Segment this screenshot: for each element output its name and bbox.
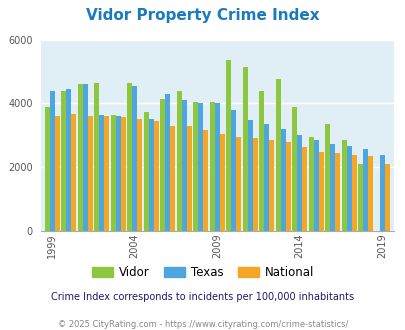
- Bar: [153, 121, 158, 231]
- Bar: [132, 86, 137, 231]
- Bar: [176, 91, 181, 231]
- Bar: [170, 126, 175, 231]
- Bar: [367, 156, 372, 231]
- Legend: Vidor, Texas, National: Vidor, Texas, National: [87, 262, 318, 284]
- Bar: [55, 115, 60, 231]
- Text: Vidor Property Crime Index: Vidor Property Crime Index: [86, 8, 319, 23]
- Bar: [351, 155, 356, 231]
- Bar: [104, 116, 109, 231]
- Bar: [193, 102, 198, 231]
- Bar: [198, 103, 202, 231]
- Bar: [269, 140, 273, 231]
- Bar: [362, 149, 367, 231]
- Bar: [49, 91, 55, 231]
- Bar: [264, 124, 269, 231]
- Bar: [111, 115, 115, 231]
- Bar: [127, 83, 132, 231]
- Bar: [160, 99, 165, 231]
- Text: © 2025 CityRating.com - https://www.cityrating.com/crime-statistics/: © 2025 CityRating.com - https://www.city…: [58, 320, 347, 329]
- Bar: [137, 119, 142, 231]
- Bar: [341, 140, 346, 231]
- Bar: [115, 116, 120, 231]
- Bar: [209, 102, 214, 231]
- Bar: [61, 91, 66, 231]
- Bar: [87, 115, 92, 231]
- Bar: [296, 135, 301, 231]
- Bar: [165, 94, 170, 231]
- Bar: [308, 137, 313, 231]
- Bar: [285, 142, 290, 231]
- Bar: [252, 139, 257, 231]
- Bar: [318, 152, 323, 231]
- Bar: [379, 155, 384, 231]
- Bar: [259, 91, 264, 231]
- Bar: [94, 83, 99, 231]
- Bar: [346, 146, 351, 231]
- Bar: [231, 110, 236, 231]
- Bar: [219, 134, 224, 231]
- Bar: [143, 112, 148, 231]
- Bar: [99, 115, 104, 231]
- Bar: [329, 144, 335, 231]
- Bar: [181, 100, 186, 231]
- Bar: [292, 107, 296, 231]
- Bar: [242, 67, 247, 231]
- Bar: [45, 107, 49, 231]
- Bar: [83, 84, 87, 231]
- Bar: [226, 60, 231, 231]
- Bar: [384, 164, 389, 231]
- Text: Crime Index corresponds to incidents per 100,000 inhabitants: Crime Index corresponds to incidents per…: [51, 292, 354, 302]
- Bar: [313, 140, 318, 231]
- Bar: [120, 117, 125, 231]
- Bar: [301, 147, 307, 231]
- Bar: [71, 114, 76, 231]
- Bar: [66, 89, 71, 231]
- Bar: [280, 129, 285, 231]
- Bar: [202, 130, 208, 231]
- Bar: [358, 164, 362, 231]
- Bar: [236, 137, 241, 231]
- Bar: [148, 119, 153, 231]
- Bar: [335, 153, 339, 231]
- Bar: [77, 84, 83, 231]
- Bar: [324, 124, 329, 231]
- Bar: [214, 103, 219, 231]
- Bar: [186, 126, 191, 231]
- Bar: [275, 80, 280, 231]
- Bar: [247, 120, 252, 231]
